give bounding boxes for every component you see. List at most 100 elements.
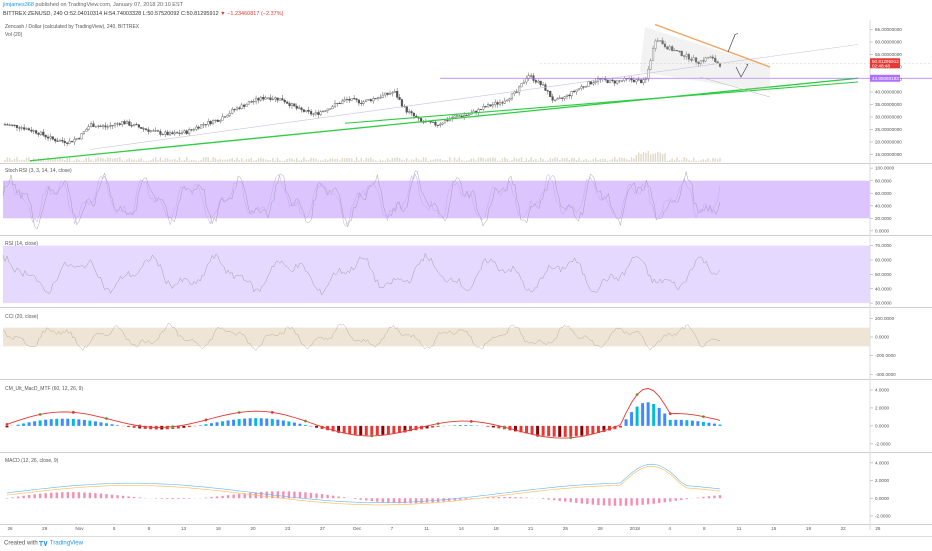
candle-body xyxy=(279,98,281,100)
candle-body xyxy=(353,98,355,99)
volume-bar xyxy=(157,160,158,162)
macd-histogram-bar xyxy=(22,496,24,498)
candle-body xyxy=(341,101,343,104)
candle-body xyxy=(365,100,367,102)
volume-bar xyxy=(612,159,613,162)
volume-bar xyxy=(21,160,22,162)
volume-bar xyxy=(358,160,359,162)
cmmacd-tick-label: 0.0000 xyxy=(875,423,889,428)
volume-bar xyxy=(289,158,290,162)
volume-bar xyxy=(420,160,421,162)
rsi-tick-label: 70.0000 xyxy=(875,243,892,248)
candle-body xyxy=(561,98,563,99)
stoch-title: Stoch RSI (3, 3, 14, 14, close) xyxy=(5,168,72,174)
candle-body xyxy=(176,133,178,134)
volume-bar xyxy=(535,159,536,162)
price-tick-label: 30.00000000 xyxy=(875,115,902,120)
volume-bar xyxy=(547,160,548,162)
candle-body xyxy=(136,124,138,125)
candle-body xyxy=(490,105,492,106)
candle-body xyxy=(368,99,370,100)
volume-bar xyxy=(650,155,651,162)
candle-body xyxy=(487,105,489,107)
cm-macd-bar xyxy=(525,426,528,433)
volume-bar xyxy=(100,157,101,162)
candle-body xyxy=(466,115,468,116)
volume-bar xyxy=(208,157,209,162)
cm-macd-bar xyxy=(542,426,545,436)
price-tick-label: 15.00000000 xyxy=(875,152,902,157)
volume-bar xyxy=(578,158,579,162)
volume-bar xyxy=(645,153,646,162)
volume-bar xyxy=(588,160,589,162)
cm-macd-bar xyxy=(282,420,285,425)
macd-histogram-bar xyxy=(127,496,129,498)
candle-body xyxy=(435,122,437,125)
volume-bar xyxy=(614,157,615,162)
volume-bar xyxy=(499,161,500,162)
cm-macd-bar xyxy=(674,420,677,426)
candle-body xyxy=(260,97,262,100)
candle-body xyxy=(186,131,188,134)
stoch-tick-label: 60.0000 xyxy=(875,191,892,196)
candle-body xyxy=(535,80,537,82)
volume-bar xyxy=(344,158,345,162)
cm-macd-bar xyxy=(685,420,688,426)
volume-bar xyxy=(167,158,168,162)
cm-macd-bar xyxy=(127,426,130,427)
candle-body xyxy=(291,104,293,106)
candle-body xyxy=(215,120,217,121)
candle-body xyxy=(334,104,336,107)
volume-bar xyxy=(509,161,510,162)
candle-body xyxy=(571,91,573,96)
volume-bar xyxy=(181,161,182,162)
candle-body xyxy=(188,129,190,133)
candle-body xyxy=(454,116,456,118)
volume-bar xyxy=(561,158,562,162)
macd-histogram-bar xyxy=(575,498,577,503)
volume-bar xyxy=(143,161,144,162)
candle-body xyxy=(552,97,554,100)
macd-histogram-bar xyxy=(608,498,610,505)
volume-bar xyxy=(442,160,443,162)
candle-body xyxy=(286,102,288,103)
volume-bar xyxy=(315,159,316,162)
volume-bar xyxy=(191,160,192,162)
candle-body xyxy=(432,122,434,123)
volume-bar xyxy=(416,158,417,162)
candle-body xyxy=(583,87,585,88)
candle-body xyxy=(377,98,379,99)
volume-bar xyxy=(686,158,687,162)
volume-bar xyxy=(313,158,314,162)
price-tick-label: 60.00000000 xyxy=(875,40,902,45)
candle-body xyxy=(157,131,159,132)
candle-body xyxy=(69,141,71,144)
macd-histogram-bar xyxy=(343,497,345,498)
macd-histogram-bar xyxy=(415,498,417,503)
volume-bar xyxy=(86,158,87,162)
cm-macd-bar xyxy=(719,425,722,426)
cm-macd-bar xyxy=(547,426,550,436)
volume-bar xyxy=(638,152,639,162)
volume-bar xyxy=(559,160,560,162)
cm-macd-bar xyxy=(287,421,290,425)
candle-body xyxy=(205,124,207,125)
cm-macd-bar xyxy=(39,420,42,425)
volume-bar xyxy=(205,157,206,162)
volume-bar xyxy=(176,160,177,162)
cm-macd-bar xyxy=(392,426,395,434)
candle-body xyxy=(530,76,532,77)
cm-macd-bar xyxy=(50,419,53,426)
candle-body xyxy=(38,133,40,134)
candle-body xyxy=(327,109,329,111)
volume-bar xyxy=(349,158,350,162)
macd-histogram-bar xyxy=(686,498,688,499)
cm-macd-bar xyxy=(365,426,368,435)
x-tick-label: 13 xyxy=(181,526,187,531)
cm-macd-bar xyxy=(232,420,235,426)
volume-bar xyxy=(303,157,304,162)
macd-histogram-bar xyxy=(221,496,223,498)
tradingview-link[interactable]: TradingView xyxy=(50,541,83,547)
candle-body xyxy=(169,133,171,135)
